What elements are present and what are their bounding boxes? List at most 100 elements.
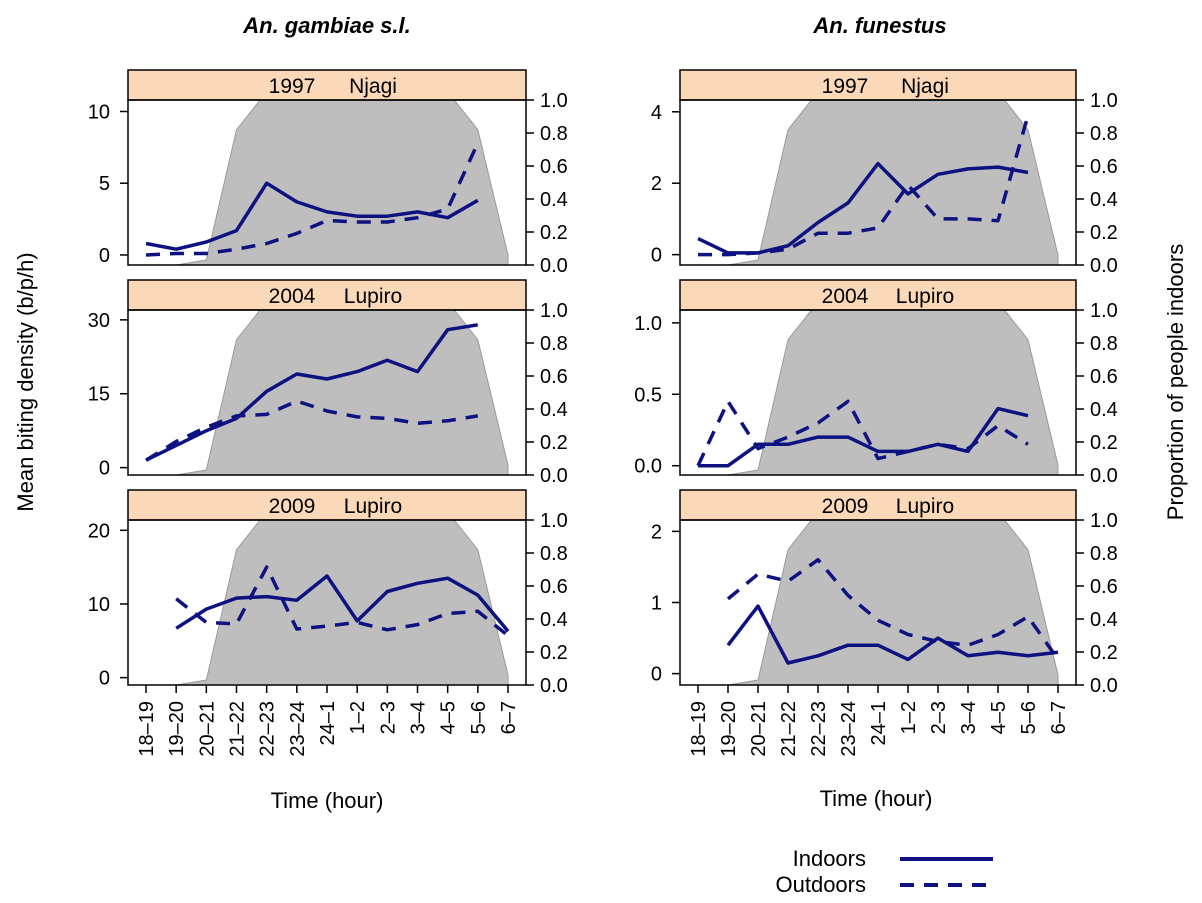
x-tick-label: 1–2 [898, 701, 920, 734]
x-tick-label: 23–24 [838, 701, 860, 757]
panel-strip [127, 69, 527, 101]
y2-tick-label: 0.6 [540, 156, 568, 178]
y-tick-label: 0 [99, 245, 110, 267]
y-tick-label: 0 [99, 668, 110, 690]
panel-frame [679, 309, 1077, 476]
y2-tick-label: 0.0 [540, 675, 568, 697]
y2-tick-label: 0.6 [540, 576, 568, 598]
chart-panel: 2009 Lupiro 0 1 2 0.0 0.2 0.4 0.6 0.8 1.0 18–19 19–2… [651, 489, 1118, 757]
y2-tick-label: 0.4 [1090, 399, 1118, 421]
y2-tick-label: 0.2 [540, 222, 568, 244]
right-column-title: An. funestus [812, 13, 946, 38]
x-tick-label: 1–2 [347, 701, 369, 734]
x-tick-label: 22–23 [257, 701, 279, 757]
y2-tick-label: 0.2 [1090, 432, 1118, 454]
x-tick-label: 18–19 [688, 701, 710, 757]
y2-tick-label: 0.6 [1090, 576, 1118, 598]
y2-tick-label: 0.8 [1090, 123, 1118, 145]
y2-tick-label: 0.6 [540, 366, 568, 388]
y2-tick-label: 1.0 [540, 300, 568, 322]
x-tick-label: 2–3 [928, 701, 950, 734]
y2-tick-label: 0.4 [1090, 189, 1118, 211]
y2-tick-label: 0.8 [540, 333, 568, 355]
left-column-title: An. gambiae s.l. [242, 13, 411, 38]
y-tick-label: 0 [651, 664, 662, 686]
y2-tick-label: 0.2 [540, 432, 568, 454]
y-tick-label: 20 [88, 520, 110, 542]
y2-tick-label: 1.0 [540, 510, 568, 532]
y-tick-label: 2 [651, 521, 662, 543]
y2-tick-label: 0.8 [1090, 333, 1118, 355]
outdoors-line [696, 399, 1029, 467]
y-tick-label: 4 [651, 102, 662, 124]
indoors-line [175, 574, 510, 633]
legend-label-indoors: Indoors [793, 846, 866, 871]
indoors-line [726, 604, 1059, 665]
y-tick-label: 10 [88, 101, 110, 123]
chart-panel: 2009 Lupiro 0 10 20 0.0 0.2 0.4 0.6 0.8 1.0 18–19 19… [88, 489, 568, 757]
x-tick-label: 24–1 [868, 701, 890, 746]
y-tick-label: 0 [651, 245, 662, 267]
y2-tick-label: 0.4 [540, 189, 568, 211]
strip-year: 2004 [822, 285, 869, 308]
strip-site: Lupiro [344, 285, 402, 308]
x-tick-label: 21–22 [778, 701, 800, 757]
y-tick-label: 10 [88, 594, 110, 616]
y2-tick-label: 0.0 [540, 465, 568, 487]
indoors-line [145, 323, 479, 462]
panel-frame [127, 309, 527, 476]
outdoors-line [175, 565, 510, 637]
legend-label-outdoors: Outdoors [776, 872, 867, 897]
y-axis-label-left: Mean biting density (b/p/h) [13, 252, 38, 511]
x-tick-label: 5–6 [468, 701, 490, 734]
chart-panel: 1997 Njagi 0 5 10 0.0 0.2 0.4 0.6 0.8 1.0 [88, 69, 568, 277]
panel-strip [127, 279, 527, 311]
y2-tick-label: 1.0 [1090, 300, 1118, 322]
y2-tick-label: 0.2 [1090, 642, 1118, 664]
x-tick-label: 19–20 [166, 701, 188, 757]
x-tick-label: 18–19 [136, 701, 158, 757]
outdoors-line [698, 114, 1030, 257]
panel-strip [127, 489, 527, 521]
x-tick-label: 3–4 [408, 701, 430, 734]
x-tick-label: 20–21 [196, 701, 218, 757]
y2-tick-label: 0.6 [1090, 156, 1118, 178]
y2-tick-label: 1.0 [1090, 90, 1118, 112]
y2-tick-label: 0.8 [1090, 543, 1118, 565]
y2-tick-label: 0.2 [540, 642, 568, 664]
outdoors-line [726, 558, 1060, 661]
y2-tick-label: 0.0 [540, 255, 568, 277]
x-tick-label: 6–7 [498, 701, 520, 734]
proportion-indoors-area [698, 310, 1059, 475]
outdoors-line [145, 142, 480, 257]
chart-panel: 2004 Lupiro 0 15 30 0.0 0.2 0.4 0.6 0.8 1.0 [88, 279, 568, 487]
x-tick-label: 24–1 [317, 701, 339, 746]
indoors-line [145, 181, 479, 251]
panel-strip [679, 279, 1077, 311]
strip-year: 2009 [269, 495, 316, 518]
chart-panel: 1997 Njagi 0 2 4 0.0 0.2 0.4 0.6 0.8 1.0 [651, 69, 1118, 277]
strip-site: Njagi [901, 75, 949, 98]
y-tick-label: 1 [651, 593, 662, 615]
x-tick-label: 23–24 [287, 701, 309, 757]
x-axis-label-left: Time (hour) [271, 788, 384, 813]
x-tick-label: 20–21 [748, 701, 770, 757]
x-tick-label: 22–23 [808, 701, 830, 757]
strip-year: 2004 [269, 285, 316, 308]
strip-year: 2009 [822, 495, 869, 518]
y2-tick-label: 1.0 [1090, 510, 1118, 532]
y2-tick-label: 0.4 [540, 609, 568, 631]
strip-site: Lupiro [896, 285, 954, 308]
chart-panel: 2004 Lupiro 0.0 0.5 1.0 0.0 0.2 0.4 0.6 0.8 1.0 [634, 279, 1118, 487]
x-axis-label-right: Time (hour) [820, 786, 933, 811]
y-tick-label: 5 [99, 173, 110, 195]
proportion-indoors-area [146, 100, 509, 265]
x-tick-label: 21–22 [227, 701, 249, 757]
y2-tick-label: 0.0 [1090, 465, 1118, 487]
x-tick-label: 4–5 [988, 701, 1010, 734]
y2-tick-label: 0.8 [540, 543, 568, 565]
y-tick-label: 0 [99, 458, 110, 480]
y-axis-label-right: Proportion of people indoors [1163, 244, 1188, 520]
